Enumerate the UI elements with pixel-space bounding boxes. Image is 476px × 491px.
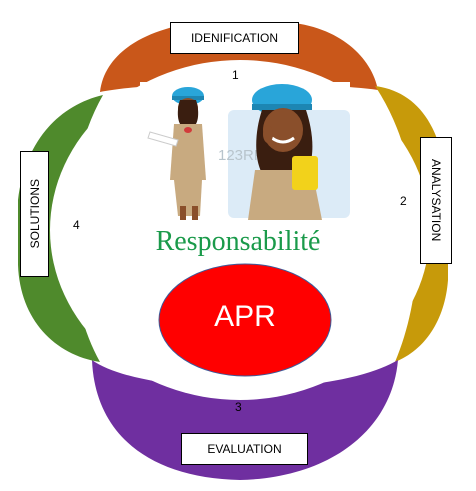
evaluation-box: EVALUATION bbox=[181, 433, 308, 465]
identification-number: 1 bbox=[232, 68, 239, 82]
analysation-box: ANALYSATION bbox=[420, 137, 452, 264]
petal-evaluation bbox=[92, 360, 398, 480]
identification-label: IDENIFICATION bbox=[190, 31, 279, 45]
engineer-woman-left-icon bbox=[147, 87, 206, 220]
analysation-number: 2 bbox=[400, 194, 407, 208]
analysation-label: ANALYSATION bbox=[429, 159, 443, 242]
evaluation-number: 3 bbox=[235, 400, 242, 414]
apr-core bbox=[158, 263, 332, 377]
solutions-box: SOLUTIONS bbox=[20, 151, 49, 277]
watermark-text: 123RF bbox=[218, 147, 263, 164]
identification-box: IDENIFICATION bbox=[170, 22, 299, 54]
apr-label: APR bbox=[214, 300, 276, 333]
evaluation-label: EVALUATION bbox=[207, 442, 282, 456]
engineer-woman-right-icon bbox=[248, 84, 322, 220]
solutions-number: 4 bbox=[73, 218, 80, 232]
responsibility-title: Responsabilité bbox=[155, 226, 321, 257]
